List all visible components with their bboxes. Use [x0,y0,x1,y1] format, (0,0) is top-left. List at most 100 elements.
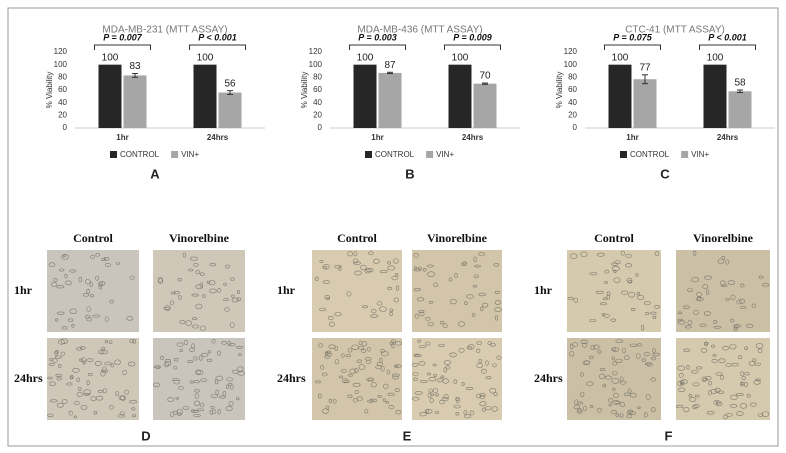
cell [705,376,712,381]
bar [703,64,727,128]
bar [728,91,752,128]
cell [81,357,86,363]
cell [613,269,617,273]
cell [387,286,393,290]
cell [195,369,201,375]
cell [736,299,742,305]
cell [206,280,211,284]
cell [741,376,746,380]
cell [615,401,621,404]
cell [485,376,492,380]
cell [691,277,700,283]
y-tick-label: 100 [54,60,68,69]
cell [76,347,83,351]
bar [473,83,497,128]
cell [479,395,485,400]
cell [455,397,460,401]
cell [169,300,174,306]
cell [389,311,393,316]
cell [411,363,419,367]
cell [604,281,609,284]
cell [621,290,629,295]
cell [417,339,422,343]
data-label: 100 [102,52,119,63]
cell [377,395,382,398]
cell [129,400,137,404]
cell [86,380,90,386]
cell [362,305,368,309]
cell [72,368,80,373]
cell [78,276,82,283]
cell [485,360,489,366]
cell [89,282,93,287]
cell [682,305,690,309]
cell [679,372,684,378]
figure-frame [7,7,779,447]
cell [83,389,92,395]
row-header: 1hr [14,283,33,297]
legend-label: CONTROL [120,150,160,159]
cell [126,316,134,321]
cell [628,279,633,284]
cell [691,405,698,410]
cell [729,343,737,350]
cell [478,252,486,257]
cell [224,307,230,312]
cell [650,356,657,361]
cell [108,404,114,410]
cell [124,389,129,395]
cell [158,276,163,283]
cell [104,316,109,322]
cell [735,393,744,396]
cell [170,411,175,417]
cell [613,277,621,283]
cell [328,321,335,327]
cell [189,380,194,384]
cell [733,326,738,332]
cell [229,322,235,328]
error-bar [387,71,393,75]
cell [677,320,686,325]
cell [379,306,387,312]
cell [387,265,396,271]
cell [590,345,596,350]
cell [364,268,372,274]
chart-title: MDA-MB-436 (MTT ASSAY) [357,25,482,36]
cell [652,352,660,357]
cell [49,399,58,403]
micrograph [312,338,403,420]
cell [176,408,183,415]
cell [696,366,703,370]
cell [739,371,745,377]
cell [209,288,217,294]
cell [761,411,770,417]
cell [422,268,427,272]
cell [433,282,438,288]
cell [414,313,420,319]
cell [98,283,103,290]
cell [417,266,422,270]
cell [127,361,136,367]
cell [748,361,756,366]
cell [428,376,437,382]
cell [356,396,363,401]
cell [98,349,105,355]
cell [419,311,425,317]
cell [200,402,205,408]
column-header: Vinorelbine [693,231,754,245]
cell [236,290,241,294]
cell [228,401,234,407]
cell [413,288,421,292]
cell [382,383,389,389]
cell [482,302,489,308]
cell [100,369,109,373]
cell [55,350,59,354]
cell [77,386,82,391]
p-value: P < 0.001 [708,32,746,42]
cell [443,367,447,373]
cell [757,348,763,354]
data-label: 100 [357,52,374,63]
p-value: P = 0.003 [358,32,396,42]
cell [55,374,63,377]
cell [394,341,403,346]
